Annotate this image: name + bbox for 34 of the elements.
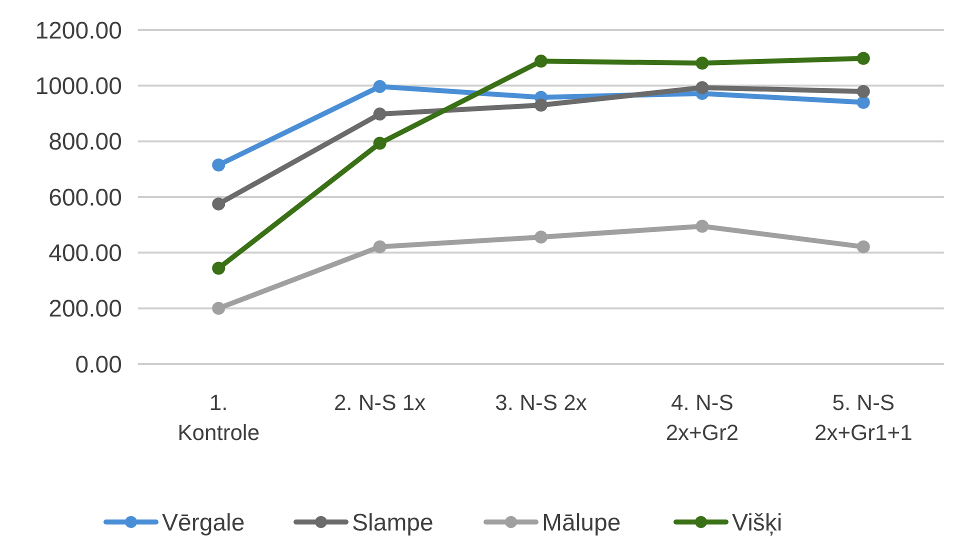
- point: [373, 108, 386, 121]
- legend-label: Mālupe: [542, 509, 621, 536]
- y-tick-label: 400.00: [48, 240, 122, 268]
- point: [212, 158, 226, 172]
- point: [212, 262, 226, 275]
- point: [373, 240, 386, 254]
- y-tick-label: 1000.00: [35, 73, 122, 100]
- point: [212, 197, 226, 210]
- y-tick-label: 200.00: [48, 296, 122, 323]
- point: [856, 85, 870, 98]
- x-tick-label: 3. N-S 2x: [495, 390, 587, 415]
- legend-label: Slampe: [352, 509, 434, 536]
- point: [856, 52, 870, 65]
- point: [534, 98, 548, 112]
- x-tick-label: 2. N-S 1x: [334, 390, 426, 415]
- legend-label: Vērgale: [162, 509, 245, 536]
- y-tick-label: 600.00: [48, 184, 122, 212]
- point: [696, 56, 709, 70]
- point: [212, 302, 226, 315]
- y-tick-label: 800.00: [48, 128, 122, 156]
- point: [856, 240, 870, 254]
- x-tick-label: 1. Kontrole: [178, 390, 260, 445]
- x-tick-label: 5. N-S 2x+Gr1+1: [814, 390, 912, 445]
- point: [373, 80, 386, 93]
- point: [856, 96, 870, 109]
- y-tick-label: 0.00: [75, 351, 122, 378]
- y-tick-label: 1200.00: [35, 17, 122, 44]
- point: [534, 230, 548, 244]
- point: [373, 136, 386, 150]
- point: [696, 220, 709, 233]
- legend-label: Višķi: [732, 509, 782, 536]
- point: [696, 81, 709, 94]
- point: [534, 54, 548, 68]
- x-tick-label: 4. N-S 2x+Gr2: [666, 390, 739, 445]
